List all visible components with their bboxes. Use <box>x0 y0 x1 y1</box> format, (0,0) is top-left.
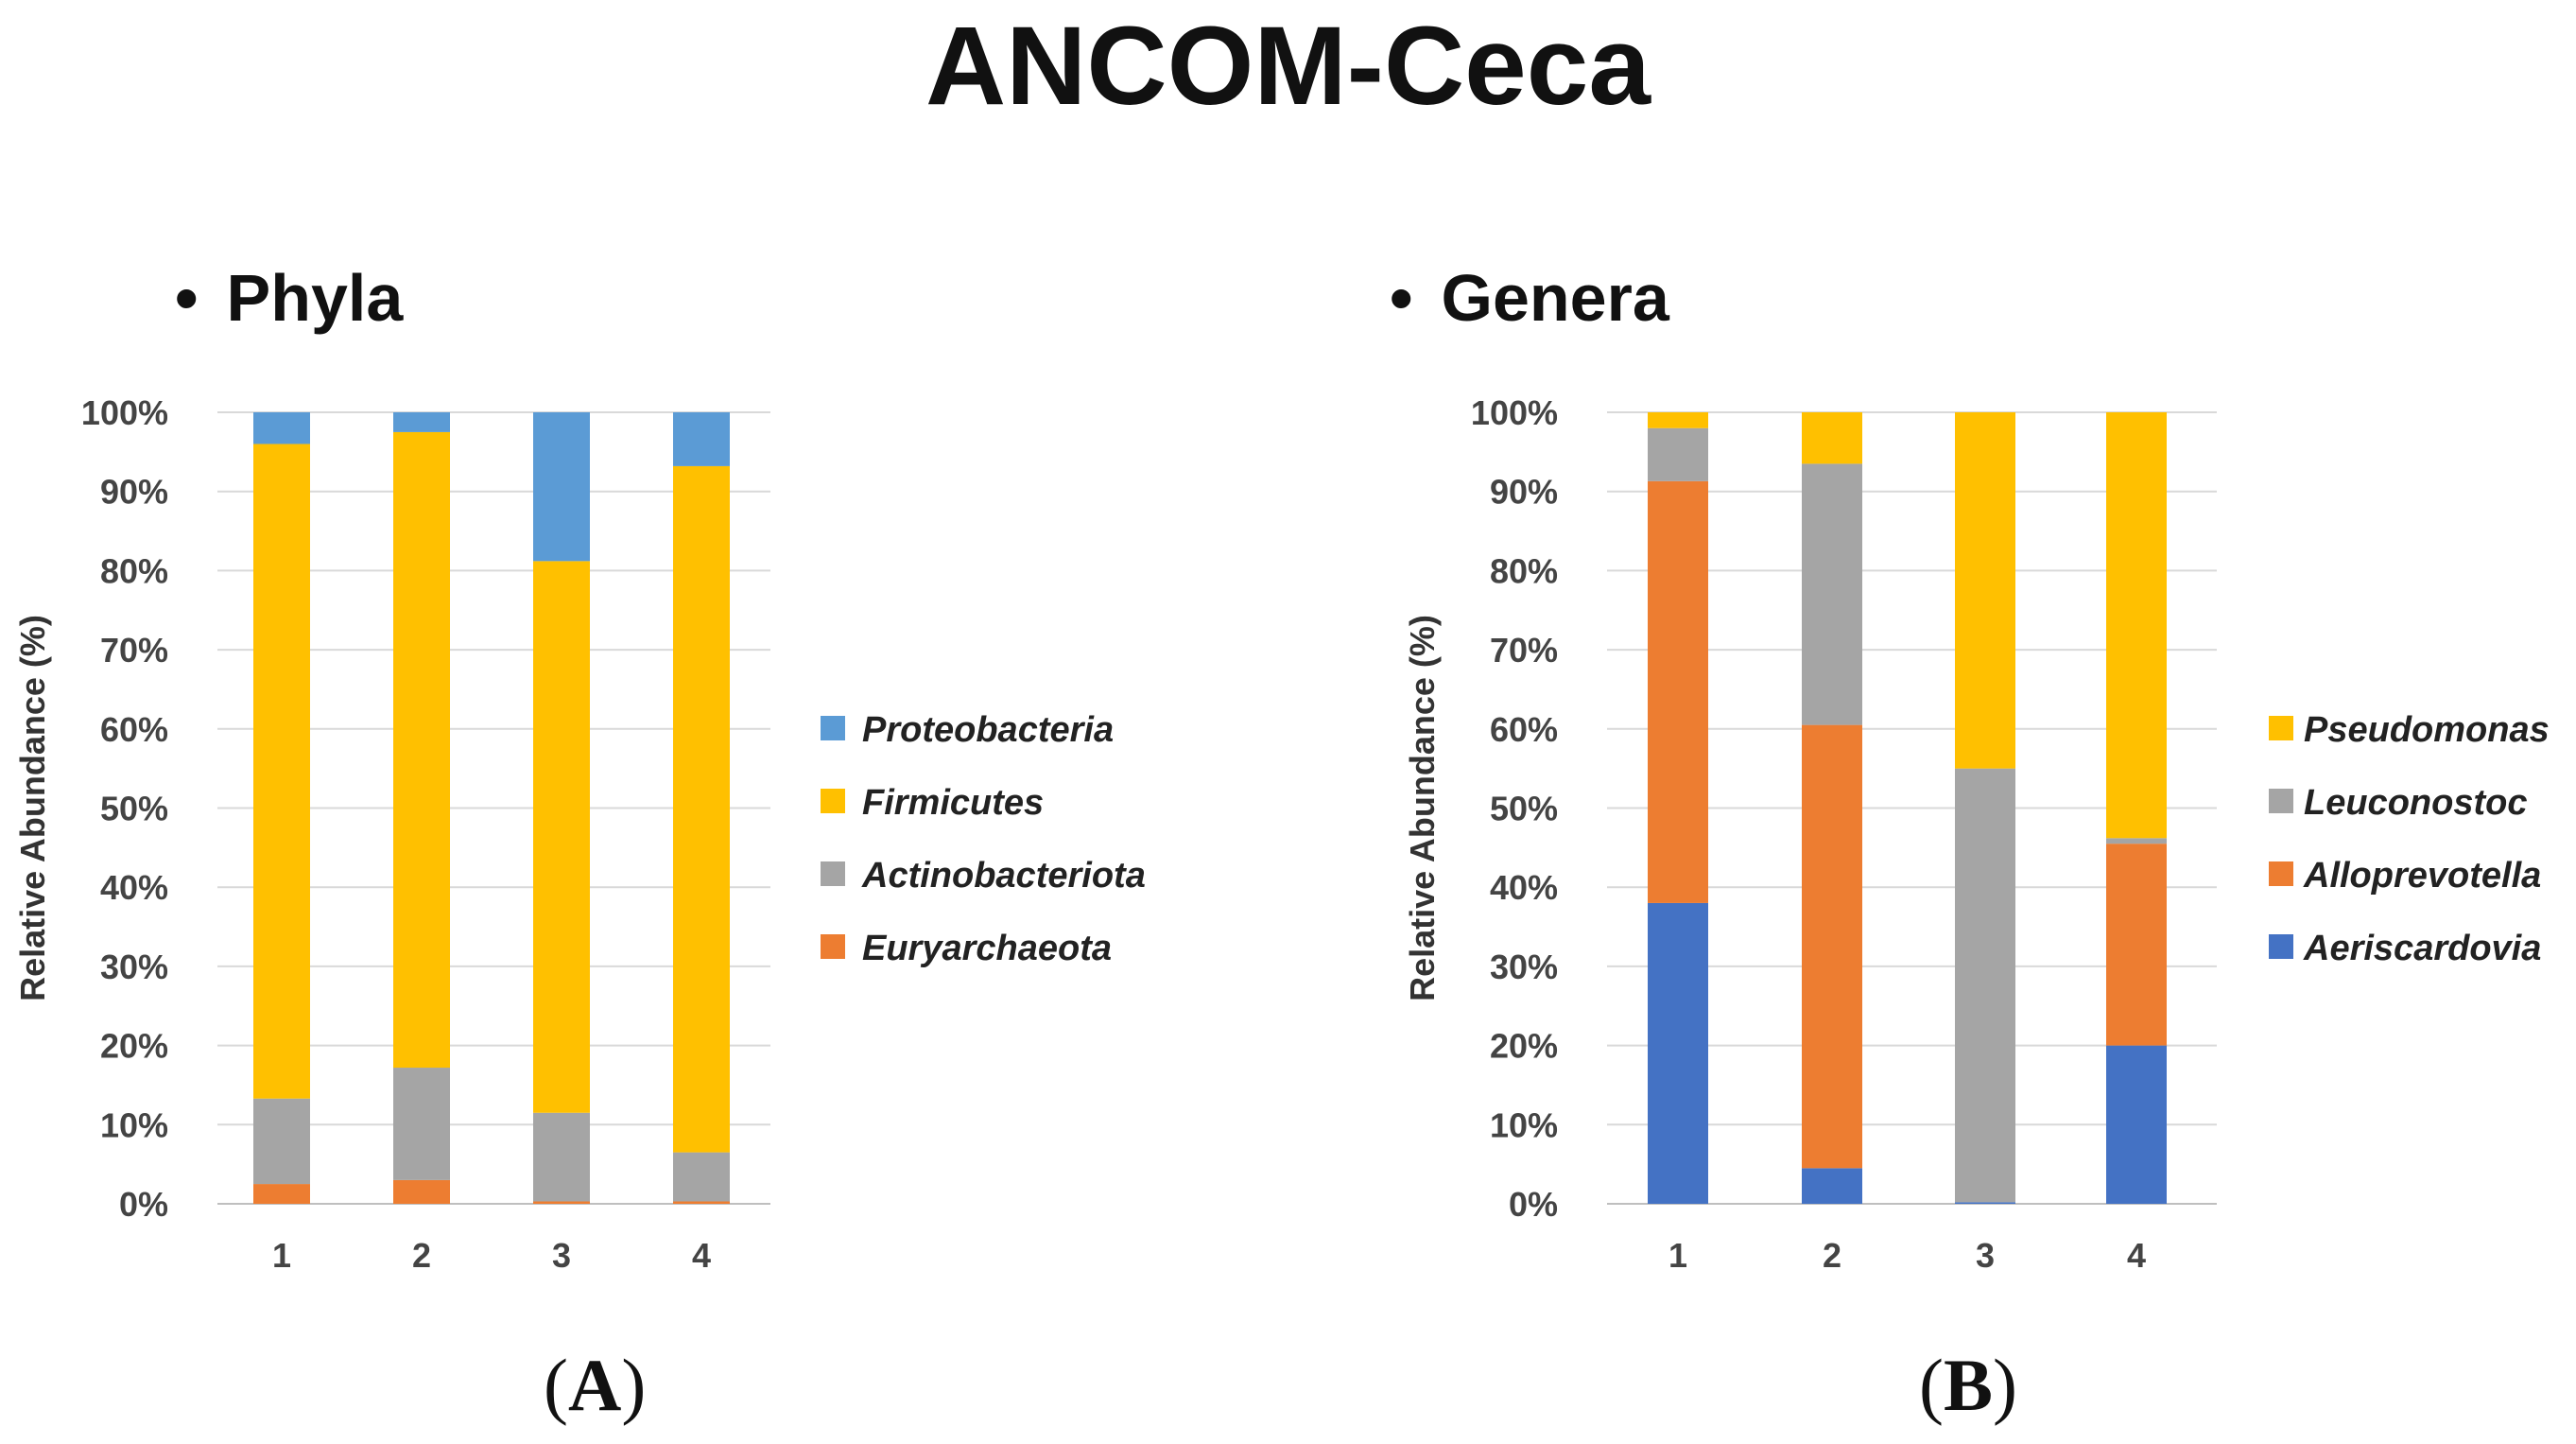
genera-legend-swatch <box>2269 789 2293 813</box>
phyla-xtick-label: 2 <box>412 1236 431 1275</box>
genera-bar-segment-alloprevotella <box>2106 844 2167 1046</box>
genera-bar-segment-alloprevotella <box>1802 724 1862 1169</box>
phyla-bar-segment-firmicutes <box>253 444 310 1099</box>
phyla-ytick-label: 80% <box>100 551 168 590</box>
genera-legend-swatch <box>2269 716 2293 740</box>
genera-ytick-label: 70% <box>1490 631 1558 670</box>
phyla-xtick-label: 4 <box>692 1236 711 1275</box>
phyla-bar-segment-actinobacteriota <box>393 1068 450 1180</box>
genera-xtick-label: 3 <box>1976 1236 1995 1275</box>
phyla-ytick-label: 70% <box>100 631 168 670</box>
phyla-ytick-label: 10% <box>100 1105 168 1144</box>
phyla-legend-label: Actinobacteriota <box>861 856 1146 896</box>
phyla-bar-segment-proteobacteria <box>393 412 450 432</box>
phyla-xtick-label: 1 <box>272 1236 291 1275</box>
panel-a-label: (A) <box>544 1344 647 1426</box>
bullet-icon: • <box>175 261 199 335</box>
genera-ytick-label: 60% <box>1490 710 1558 749</box>
phyla-bar-segment-actinobacteriota <box>673 1152 730 1202</box>
phyla-bar-segment-proteobacteria <box>253 412 310 444</box>
genera-legend-label: Leuconostoc <box>2304 783 2527 823</box>
panel-b-letter: B <box>1943 1344 1994 1426</box>
phyla-legend-swatch <box>821 861 845 886</box>
genera-bar-segment-aeriscardovia <box>1648 902 1708 1204</box>
phyla-ytick-label: 100% <box>81 393 168 432</box>
phyla-ytick-label: 20% <box>100 1027 168 1066</box>
panel-a-heading: • Phyla <box>175 260 403 336</box>
phyla-bar-segment-euryarchaeota <box>673 1201 730 1204</box>
phyla-legend-label: Euryarchaeota <box>862 929 1112 968</box>
genera-bar-segment-pseudomonas <box>1955 412 2015 769</box>
genera-ytick-label: 40% <box>1490 868 1558 907</box>
genera-bar-segment-leuconostoc <box>1802 463 1862 725</box>
panel-b-heading-text: Genera <box>1441 261 1669 335</box>
figure-title: ANCOM-Ceca <box>925 4 1651 129</box>
phyla-bar-segment-actinobacteriota <box>533 1112 590 1202</box>
panel-a-letter: A <box>567 1344 622 1426</box>
genera-bar-segment-pseudomonas <box>1802 412 1862 464</box>
genera-legend-swatch <box>2269 934 2293 959</box>
genera-bar-segment-aeriscardovia <box>2106 1045 2167 1204</box>
phyla-legend-label: Proteobacteria <box>862 710 1114 750</box>
genera-ytick-label: 0% <box>1509 1185 1558 1224</box>
phyla-ytick-label: 40% <box>100 868 168 907</box>
phyla-ytick-label: 50% <box>100 790 168 828</box>
phyla-legend-swatch <box>821 716 845 740</box>
genera-bar-segment-leuconostoc <box>2106 838 2167 844</box>
phyla-bar-segment-proteobacteria <box>673 412 730 466</box>
genera-ytick-label: 20% <box>1490 1027 1558 1066</box>
genera-ytick-label: 10% <box>1490 1105 1558 1144</box>
phyla-legend-label: Firmicutes <box>862 783 1044 823</box>
phyla-bar-segment-euryarchaeota <box>533 1201 590 1204</box>
genera-bar-segment-pseudomonas <box>1648 412 1708 428</box>
genera-legend-label: Pseudomonas <box>2304 710 2550 750</box>
panel-b-heading: • Genera <box>1390 260 1669 336</box>
genera-bar-segment-leuconostoc <box>1648 427 1708 481</box>
phyla-ytick-label: 60% <box>100 710 168 749</box>
phyla-legend-swatch <box>821 934 845 959</box>
phyla-bar-segment-firmicutes <box>393 431 450 1069</box>
genera-bar-segment-aeriscardovia <box>1802 1168 1862 1204</box>
genera-xtick-label: 1 <box>1668 1236 1687 1275</box>
genera-legend-label: Aeriscardovia <box>2303 929 2541 968</box>
genera-legend-swatch <box>2269 861 2293 886</box>
phyla-bar-segment-euryarchaeota <box>253 1184 310 1204</box>
genera-legend-label: Alloprevotella <box>2303 856 2541 896</box>
genera-y-axis-title: Relative Abundance (%) <box>1403 615 1442 1001</box>
genera-ytick-label: 50% <box>1490 790 1558 828</box>
genera-bar-segment-aeriscardovia <box>1955 1202 2015 1204</box>
phyla-bar-segment-proteobacteria <box>533 412 590 562</box>
genera-bar-segment-leuconostoc <box>1955 768 2015 1203</box>
panel-a-heading-text: Phyla <box>226 261 404 335</box>
phyla-ytick-label: 90% <box>100 473 168 512</box>
phyla-ytick-label: 30% <box>100 948 168 986</box>
genera-ytick-label: 100% <box>1471 393 1558 432</box>
genera-ytick-label: 90% <box>1490 473 1558 512</box>
bullet-icon: • <box>1390 261 1413 335</box>
genera-xtick-label: 2 <box>1823 1236 1841 1275</box>
genera-xtick-label: 4 <box>2127 1236 2146 1275</box>
panel-b-label: (B) <box>1919 1344 2017 1426</box>
phyla-y-axis-title: Relative Abundance (%) <box>13 615 52 1001</box>
genera-bar-segment-alloprevotella <box>1648 480 1708 903</box>
genera-ytick-label: 30% <box>1490 948 1558 986</box>
phyla-bar-segment-actinobacteriota <box>253 1098 310 1185</box>
phyla-xtick-label: 3 <box>552 1236 571 1275</box>
genera-bar-segment-pseudomonas <box>2106 412 2167 839</box>
phyla-legend-swatch <box>821 789 845 813</box>
phyla-bar-segment-firmicutes <box>533 561 590 1113</box>
phyla-bar-segment-firmicutes <box>673 465 730 1153</box>
phyla-ytick-label: 0% <box>119 1185 168 1224</box>
phyla-bar-segment-euryarchaeota <box>393 1179 450 1204</box>
genera-ytick-label: 80% <box>1490 551 1558 590</box>
